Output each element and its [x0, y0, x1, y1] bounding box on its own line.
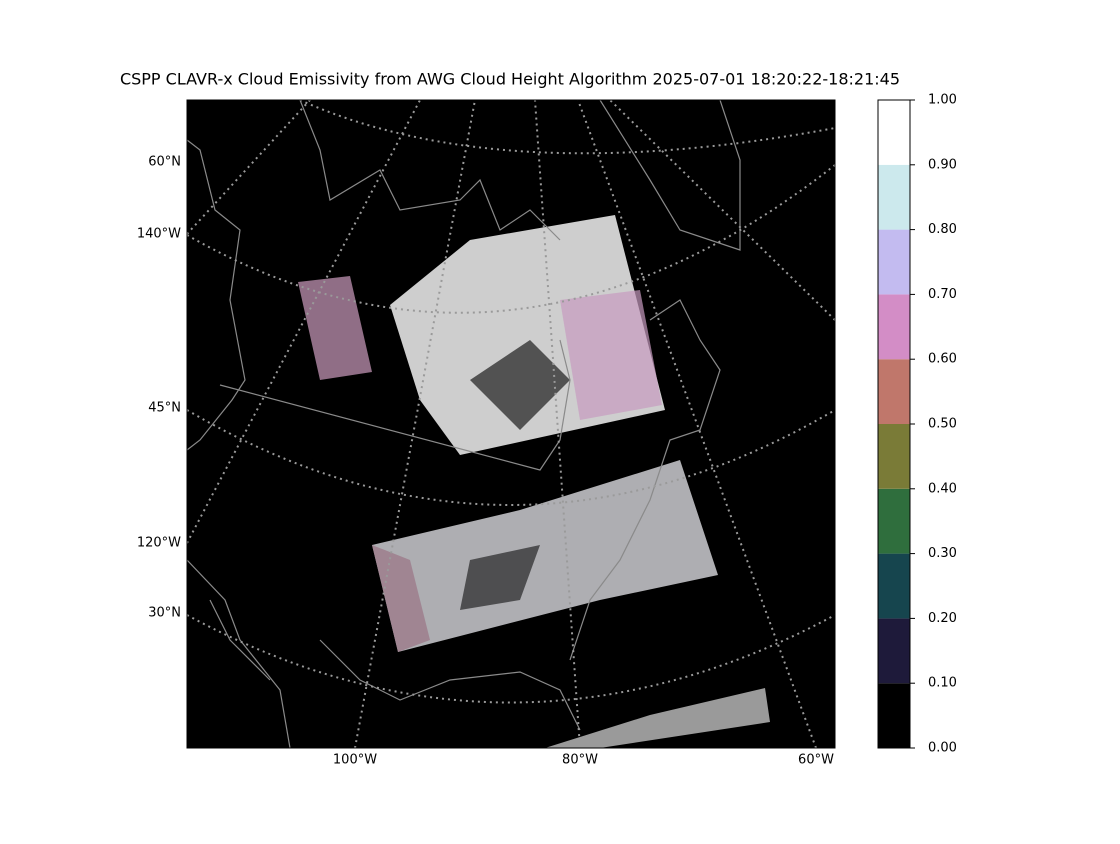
lat-label: 60°N [148, 155, 181, 170]
colorbar-segment [878, 229, 910, 295]
colorbar-tick-label: 1.00 [928, 93, 957, 108]
colorbar: 0.00 0.10 0.20 0.30 0.40 0.50 0.60 0.70 0.80 0.90… [877, 93, 957, 756]
colorbar-segment [878, 618, 910, 684]
colorbar-tick-label: 0.60 [928, 352, 957, 367]
colorbar-tick-label: 0.90 [928, 157, 957, 172]
colorbar-tick-label: 0.80 [928, 222, 957, 237]
colorbar-tick-label: 0.20 [928, 611, 957, 626]
colorbar-tick-label: 0.70 [928, 287, 957, 302]
colorbar-segment [878, 553, 910, 619]
lat-label: 45°N [148, 401, 181, 416]
colorbar-tick-label: 0.00 [928, 741, 957, 756]
colorbar-segment [878, 294, 910, 360]
lon-label: 60°W [798, 753, 834, 768]
map-frame [186, 99, 836, 749]
colorbar-segment [878, 359, 910, 424]
colorbar-segment [878, 488, 910, 554]
graticule [187, 100, 835, 748]
lon-label: 120°W [137, 536, 181, 551]
colorbar-segment [878, 100, 910, 165]
map: 60°N 45°N 30°N 140°W 120°W 100°W 80°W 60… [137, 99, 836, 768]
colorbar-segment [878, 424, 910, 489]
cloud-swaths [298, 215, 770, 748]
colorbar-segment [878, 683, 910, 748]
lon-label: 140°W [137, 227, 181, 242]
colorbar-tick-label: 0.30 [928, 546, 957, 561]
map-title: CSPP CLAVR-x Cloud Emissivity from AWG C… [120, 70, 900, 89]
lon-label: 80°W [562, 753, 598, 768]
colorbar-tick-label: 0.40 [928, 481, 957, 496]
colorbar-tick-label: 0.10 [928, 676, 957, 691]
lat-label: 30°N [148, 606, 181, 621]
lon-label: 100°W [333, 753, 377, 768]
colorbar-tick-label: 0.50 [928, 417, 957, 432]
coastlines [187, 100, 741, 748]
colorbar-segment [878, 164, 910, 230]
